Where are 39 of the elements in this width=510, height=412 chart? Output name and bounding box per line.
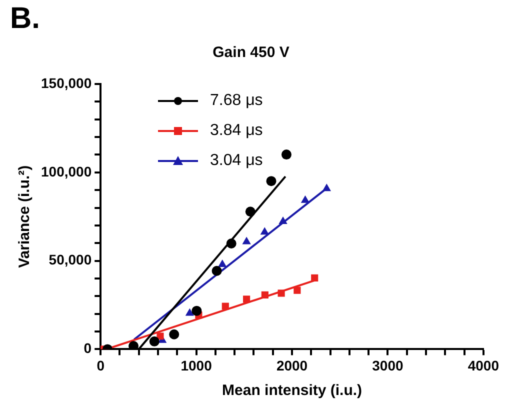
point — [266, 176, 276, 186]
point — [222, 302, 229, 310]
point — [226, 238, 236, 248]
x-axis-title: Mean intensity (i.u.) — [222, 382, 362, 400]
point — [260, 227, 269, 235]
legend-label: 3.84 μs — [210, 122, 263, 140]
point — [218, 260, 227, 268]
point — [311, 274, 318, 282]
point — [169, 329, 180, 340]
point — [245, 206, 256, 217]
x-tick-label: 3000 — [372, 357, 404, 374]
x-tick-label: 4000 — [468, 357, 500, 374]
point — [128, 341, 139, 350]
point — [149, 336, 160, 346]
x-tick-label: 0 — [96, 357, 105, 374]
y-tick-label: 50,000 — [48, 252, 92, 268]
point — [212, 266, 222, 276]
point — [156, 332, 164, 340]
legend-label: 7.68 μs — [210, 92, 263, 110]
point — [281, 150, 292, 160]
point — [294, 286, 301, 294]
point — [192, 306, 202, 316]
y-tick-label: 150,000 — [40, 74, 92, 91]
y-tick-label: 0 — [84, 340, 92, 356]
text: B. — [10, 2, 40, 36]
x-tick-label: 2000 — [276, 357, 308, 374]
y-tick-label: 100,000 — [40, 163, 92, 180]
point — [185, 308, 194, 316]
point — [242, 236, 251, 244]
y-axis-title: Variance (i.u.²) — [16, 165, 34, 268]
chart-title: Gain 450 V — [212, 44, 290, 62]
legend-label: 3.04 μs — [210, 152, 263, 170]
point — [243, 296, 250, 303]
point — [278, 216, 288, 224]
point — [261, 291, 268, 298]
x-tick-label: 1000 — [180, 357, 212, 374]
point — [322, 184, 331, 192]
point — [300, 195, 310, 203]
point — [278, 290, 285, 297]
